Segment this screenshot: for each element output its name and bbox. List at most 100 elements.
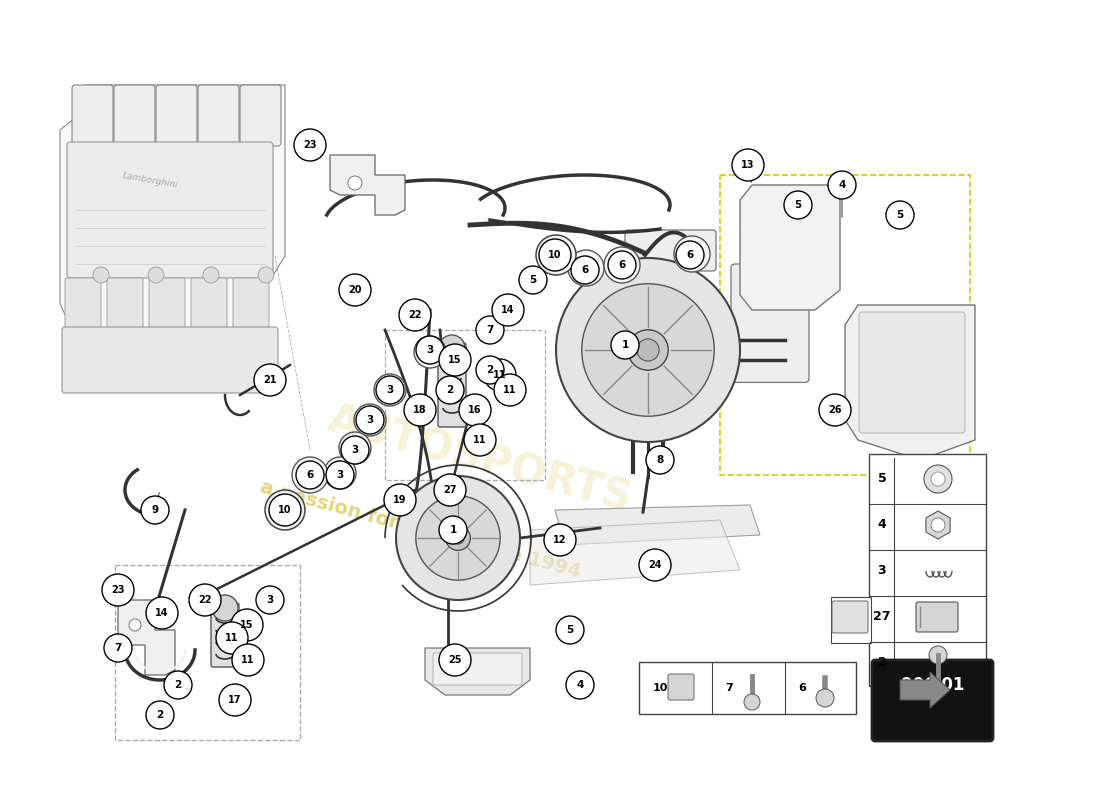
Circle shape [681, 243, 703, 265]
Text: 15: 15 [449, 355, 462, 365]
FancyBboxPatch shape [62, 327, 278, 393]
Circle shape [544, 524, 576, 556]
Text: 27: 27 [443, 485, 456, 495]
Text: 14: 14 [155, 608, 168, 618]
Circle shape [544, 243, 568, 267]
FancyBboxPatch shape [156, 85, 197, 146]
Circle shape [610, 254, 632, 276]
Circle shape [828, 171, 856, 199]
Circle shape [784, 191, 812, 219]
Circle shape [610, 331, 639, 359]
Text: 7: 7 [114, 643, 122, 653]
Circle shape [556, 258, 740, 442]
Text: 26: 26 [828, 405, 842, 415]
Circle shape [639, 549, 671, 581]
Text: 6: 6 [798, 683, 806, 693]
Circle shape [924, 465, 952, 493]
FancyBboxPatch shape [639, 662, 856, 714]
Text: 4: 4 [576, 680, 584, 690]
Text: 7: 7 [725, 683, 733, 693]
Circle shape [399, 299, 431, 331]
Circle shape [816, 689, 834, 707]
Circle shape [464, 424, 496, 456]
Circle shape [330, 463, 350, 483]
Text: 27: 27 [873, 610, 891, 623]
Circle shape [732, 149, 764, 181]
FancyBboxPatch shape [67, 142, 273, 278]
Text: 2: 2 [156, 710, 164, 720]
Circle shape [931, 472, 945, 486]
Text: 2: 2 [486, 365, 494, 375]
FancyBboxPatch shape [191, 278, 227, 337]
Circle shape [744, 694, 760, 710]
Circle shape [434, 474, 466, 506]
Circle shape [339, 432, 371, 464]
Circle shape [414, 336, 446, 368]
Circle shape [476, 356, 504, 384]
Polygon shape [118, 600, 175, 675]
Circle shape [270, 494, 301, 526]
Circle shape [575, 257, 597, 279]
FancyBboxPatch shape [148, 278, 185, 337]
Text: 6: 6 [307, 470, 314, 480]
Text: 3: 3 [366, 415, 374, 425]
FancyBboxPatch shape [198, 85, 239, 146]
Text: 11: 11 [241, 655, 255, 665]
Text: 2: 2 [447, 385, 453, 395]
Circle shape [492, 294, 524, 326]
Text: 24: 24 [648, 560, 662, 570]
Circle shape [628, 330, 668, 370]
Circle shape [646, 446, 674, 474]
Circle shape [258, 267, 274, 283]
Circle shape [930, 646, 947, 664]
Circle shape [608, 251, 636, 279]
Circle shape [141, 496, 169, 524]
Circle shape [345, 438, 365, 458]
Circle shape [129, 619, 141, 631]
Circle shape [164, 671, 192, 699]
Circle shape [104, 634, 132, 662]
Polygon shape [845, 305, 975, 460]
Text: 5: 5 [896, 210, 903, 220]
Text: 9: 9 [152, 505, 158, 515]
Text: 25: 25 [449, 655, 462, 665]
Text: 11: 11 [226, 633, 239, 643]
Circle shape [476, 316, 504, 344]
Text: a passion for parts since 1994: a passion for parts since 1994 [257, 478, 582, 582]
Circle shape [341, 436, 368, 464]
Text: AUTOSPORTS: AUTOSPORTS [323, 399, 637, 521]
Text: 6: 6 [582, 265, 588, 275]
Circle shape [674, 236, 710, 272]
Text: 22: 22 [198, 595, 211, 605]
Circle shape [189, 584, 221, 616]
Polygon shape [740, 185, 840, 310]
Circle shape [232, 644, 264, 676]
Circle shape [384, 484, 416, 516]
Text: 27: 27 [844, 612, 859, 622]
FancyBboxPatch shape [72, 85, 113, 146]
FancyBboxPatch shape [625, 230, 716, 271]
Circle shape [254, 364, 286, 396]
Circle shape [439, 344, 471, 376]
FancyBboxPatch shape [732, 264, 808, 382]
Circle shape [324, 457, 356, 489]
Circle shape [148, 267, 164, 283]
Text: 11: 11 [504, 385, 517, 395]
Text: 18: 18 [414, 405, 427, 415]
Text: 3: 3 [351, 445, 359, 455]
Text: 11: 11 [473, 435, 486, 445]
Text: 19: 19 [394, 495, 407, 505]
Text: 3: 3 [427, 345, 433, 355]
FancyBboxPatch shape [830, 597, 871, 643]
Circle shape [539, 239, 571, 271]
Circle shape [379, 380, 400, 400]
Circle shape [265, 490, 305, 530]
Text: 11: 11 [493, 370, 507, 380]
Circle shape [256, 586, 284, 614]
Circle shape [273, 498, 297, 522]
Text: 5: 5 [794, 200, 802, 210]
Circle shape [500, 380, 520, 400]
Circle shape [294, 129, 326, 161]
Circle shape [299, 464, 321, 486]
Circle shape [484, 359, 516, 391]
